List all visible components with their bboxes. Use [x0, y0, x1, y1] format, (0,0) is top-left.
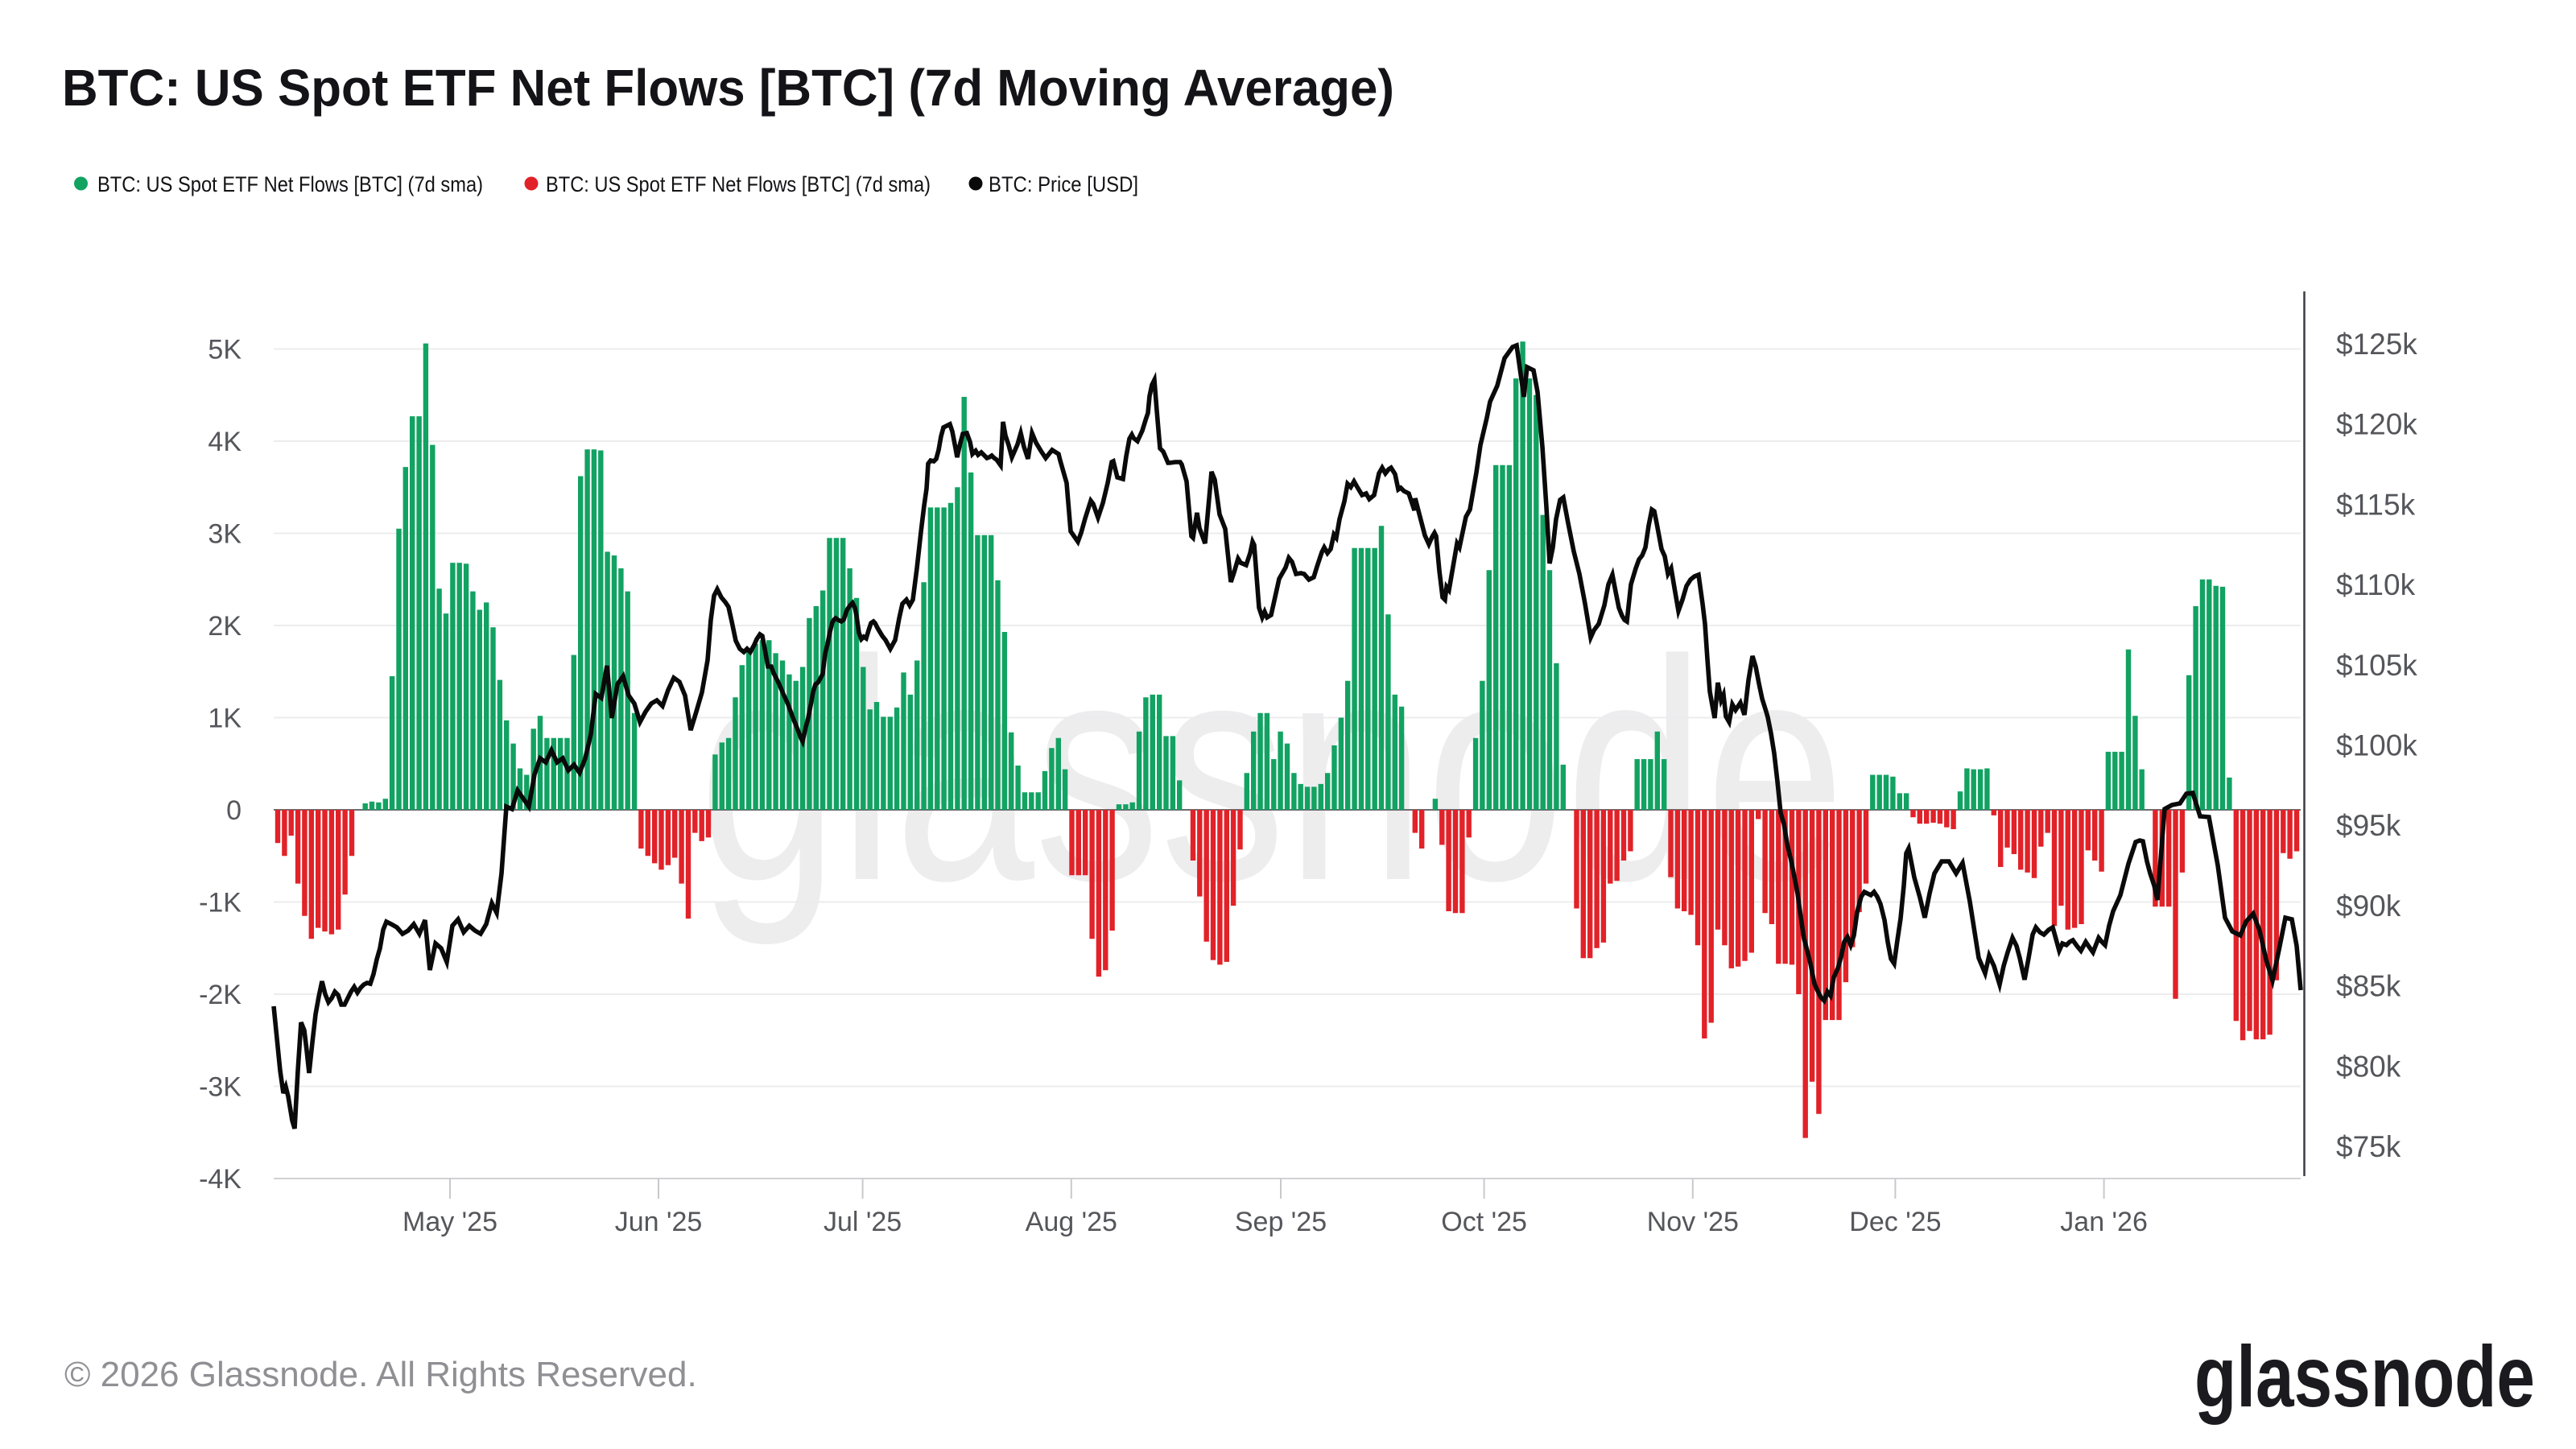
svg-text:BTC: US Spot ETF Net Flows [BT: BTC: US Spot ETF Net Flows [BTC] (7d sma… — [97, 172, 483, 196]
svg-text:-1K: -1K — [199, 888, 242, 919]
svg-text:$120k: $120k — [2336, 408, 2417, 441]
svg-text:Jan '26: Jan '26 — [2060, 1207, 2148, 1237]
svg-text:$115k: $115k — [2336, 488, 2416, 521]
svg-text:May '25: May '25 — [402, 1207, 497, 1237]
svg-text:BTC: US Spot ETF Net Flows [BT: BTC: US Spot ETF Net Flows [BTC] (7d Mov… — [62, 59, 1394, 117]
svg-text:0: 0 — [226, 795, 242, 826]
svg-text:4K: 4K — [208, 427, 242, 457]
svg-text:Nov '25: Nov '25 — [1647, 1207, 1739, 1237]
svg-text:Jun '25: Jun '25 — [615, 1207, 703, 1237]
svg-text:$125k: $125k — [2336, 328, 2417, 361]
svg-text:Sep '25: Sep '25 — [1235, 1207, 1327, 1237]
svg-text:$80k: $80k — [2336, 1050, 2401, 1083]
svg-text:2K: 2K — [208, 611, 242, 642]
svg-text:Dec '25: Dec '25 — [1849, 1207, 1941, 1237]
svg-text:$100k: $100k — [2336, 729, 2417, 762]
svg-text:Oct '25: Oct '25 — [1441, 1207, 1527, 1237]
svg-text:$105k: $105k — [2336, 649, 2417, 682]
svg-text:BTC: US Spot ETF Net Flows [BT: BTC: US Spot ETF Net Flows [BTC] (7d sma… — [546, 172, 931, 196]
svg-text:Aug '25: Aug '25 — [1026, 1207, 1117, 1237]
svg-text:-2K: -2K — [199, 980, 242, 1010]
svg-text:$90k: $90k — [2336, 890, 2401, 923]
svg-text:$110k: $110k — [2336, 568, 2416, 601]
svg-text:glassnode: glassnode — [2194, 1327, 2535, 1425]
svg-text:5K: 5K — [208, 335, 242, 365]
svg-text:3K: 3K — [208, 519, 242, 550]
svg-text:© 2026 Glassnode. All Rights R: © 2026 Glassnode. All Rights Reserved. — [64, 1355, 697, 1394]
svg-text:-3K: -3K — [199, 1072, 242, 1103]
svg-text:Jul '25: Jul '25 — [824, 1207, 902, 1237]
svg-text:$75k: $75k — [2336, 1130, 2401, 1163]
svg-text:1K: 1K — [208, 704, 242, 734]
svg-text:$95k: $95k — [2336, 809, 2401, 842]
svg-text:-4K: -4K — [199, 1164, 242, 1195]
svg-text:$85k: $85k — [2336, 970, 2401, 1003]
svg-text:BTC: Price [USD]: BTC: Price [USD] — [989, 172, 1138, 196]
